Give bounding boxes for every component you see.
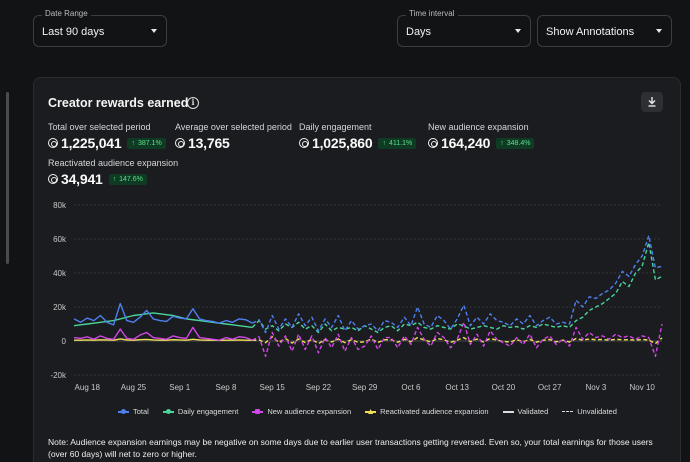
series-line-new-audience-expansion-validated — [73, 326, 253, 341]
coin-icon — [428, 138, 438, 148]
metric-label: Daily engagement — [299, 122, 372, 132]
series-line-daily-engagement-unvalidated — [251, 241, 663, 334]
coin-icon — [175, 138, 185, 148]
arrow-up-icon: ↑ — [500, 139, 504, 147]
metric-value: 13,765 — [188, 135, 230, 151]
series-line-daily-engagement-validated — [73, 312, 253, 329]
growth-badge: ↑ 147.6% — [108, 173, 147, 185]
metric-new-audience: New audience expansion 164,240 ↑ 348.4% — [428, 122, 535, 151]
creator-rewards-card: Creator rewards earned i Total over sele… — [33, 77, 681, 462]
download-icon — [648, 97, 656, 107]
x-tick-label: Aug 25 — [121, 383, 147, 392]
info-icon[interactable]: i — [187, 97, 199, 109]
y-tick-label: -20k — [50, 371, 67, 380]
metric-label: Average over selected period — [175, 122, 292, 132]
metric-value: 164,240 — [441, 135, 491, 151]
arrow-up-icon: ↑ — [112, 175, 117, 183]
x-tick-label: Nov 10 — [630, 383, 656, 392]
metric-daily-engagement: Daily engagement 1,025,860 ↑ 411.1% — [299, 122, 417, 151]
series-line-reactivated-audience-expansion-unvalidated — [252, 336, 663, 345]
time-interval-label: Time interval — [406, 9, 458, 18]
time-interval-select[interactable]: Time interval Days — [397, 9, 531, 47]
x-tick-label: Oct 13 — [445, 383, 469, 392]
caret-down-icon — [151, 29, 157, 33]
date-range-label: Date Range — [42, 9, 91, 18]
y-tick-label: 20k — [53, 303, 67, 312]
metric-label: Total over selected period — [48, 122, 151, 132]
caret-down-icon — [656, 29, 662, 33]
legend-item-total[interactable]: Total — [118, 407, 149, 416]
growth-badge: ↑ 387.1% — [127, 137, 166, 149]
coin-icon — [299, 138, 309, 148]
page-scrollbar[interactable] — [6, 92, 9, 264]
annotations-value: Show Annotations — [546, 26, 635, 38]
earnings-note: Note: Audience expansion earnings may be… — [48, 437, 653, 459]
card-title: Creator rewards earned — [48, 96, 189, 110]
growth-badge: ↑ 348.4% — [496, 137, 535, 149]
x-tick-label: Sep 22 — [306, 383, 332, 392]
legend-item-validated[interactable]: Validated — [502, 407, 548, 416]
metric-value: 1,225,041 — [61, 135, 122, 151]
metric-average: Average over selected period 13,765 — [175, 122, 292, 151]
series-line-total-validated — [73, 302, 253, 326]
date-range-select[interactable]: Date Range Last 90 days — [33, 9, 167, 47]
arrow-up-icon: ↑ — [131, 139, 135, 147]
metric-total: Total over selected period 1,225,041 ↑ 38… — [48, 122, 166, 151]
y-tick-label: 0 — [62, 337, 67, 346]
x-tick-label: Nov 3 — [585, 383, 606, 392]
series-line-reactivated-audience-expansion-validated — [74, 338, 253, 342]
metric-label: New audience expansion — [428, 122, 529, 132]
rewards-line-chart: 80k 60k 40k 20k 0 -20k Aug 18 Aug 25 Sep 1 Sep 8 S… — [50, 201, 663, 392]
series-line-total-unvalidated — [252, 234, 663, 334]
date-range-value: Last 90 days — [42, 26, 105, 38]
coin-icon — [48, 174, 58, 184]
x-tick-label: Oct 27 — [538, 383, 562, 392]
series-line-new-audience-expansion-unvalidated — [252, 321, 663, 357]
x-tick-label: Sep 29 — [352, 383, 378, 392]
metric-label: Reactivated audience expansion — [48, 158, 179, 168]
metric-reactivated-audience: Reactivated audience expansion 34,941 ↑ 1… — [48, 158, 178, 187]
growth-badge: ↑ 411.1% — [378, 137, 417, 149]
x-tick-label: Oct 20 — [492, 383, 516, 392]
y-tick-label: 40k — [53, 269, 67, 278]
time-interval-value: Days — [406, 26, 432, 38]
y-tick-label: 60k — [53, 235, 67, 244]
x-tick-label: Sep 1 — [169, 383, 190, 392]
chart-legend: Total Daily engagement New audience expa… — [118, 407, 631, 416]
x-tick-label: Oct 6 — [401, 383, 421, 392]
legend-item-new-audience[interactable]: New audience expansion — [252, 407, 351, 416]
legend-item-unvalidated[interactable]: Unvalidated — [562, 407, 617, 416]
x-tick-label: Sep 15 — [260, 383, 286, 392]
x-tick-label: Sep 8 — [216, 383, 237, 392]
annotations-select[interactable]: Show Annotations — [537, 15, 672, 47]
x-tick-label: Aug 18 — [75, 383, 101, 392]
legend-item-reactivated[interactable]: Reactivated audience expansion — [365, 407, 489, 416]
download-button[interactable] — [641, 92, 663, 112]
metric-value: 1,025,860 — [312, 135, 373, 151]
y-tick-label: 80k — [53, 201, 67, 210]
legend-item-daily-engagement[interactable]: Daily engagement — [162, 407, 238, 416]
metric-value: 34,941 — [61, 171, 103, 187]
coin-icon — [48, 138, 58, 148]
arrow-up-icon: ↑ — [382, 139, 386, 147]
caret-down-icon — [515, 29, 521, 33]
